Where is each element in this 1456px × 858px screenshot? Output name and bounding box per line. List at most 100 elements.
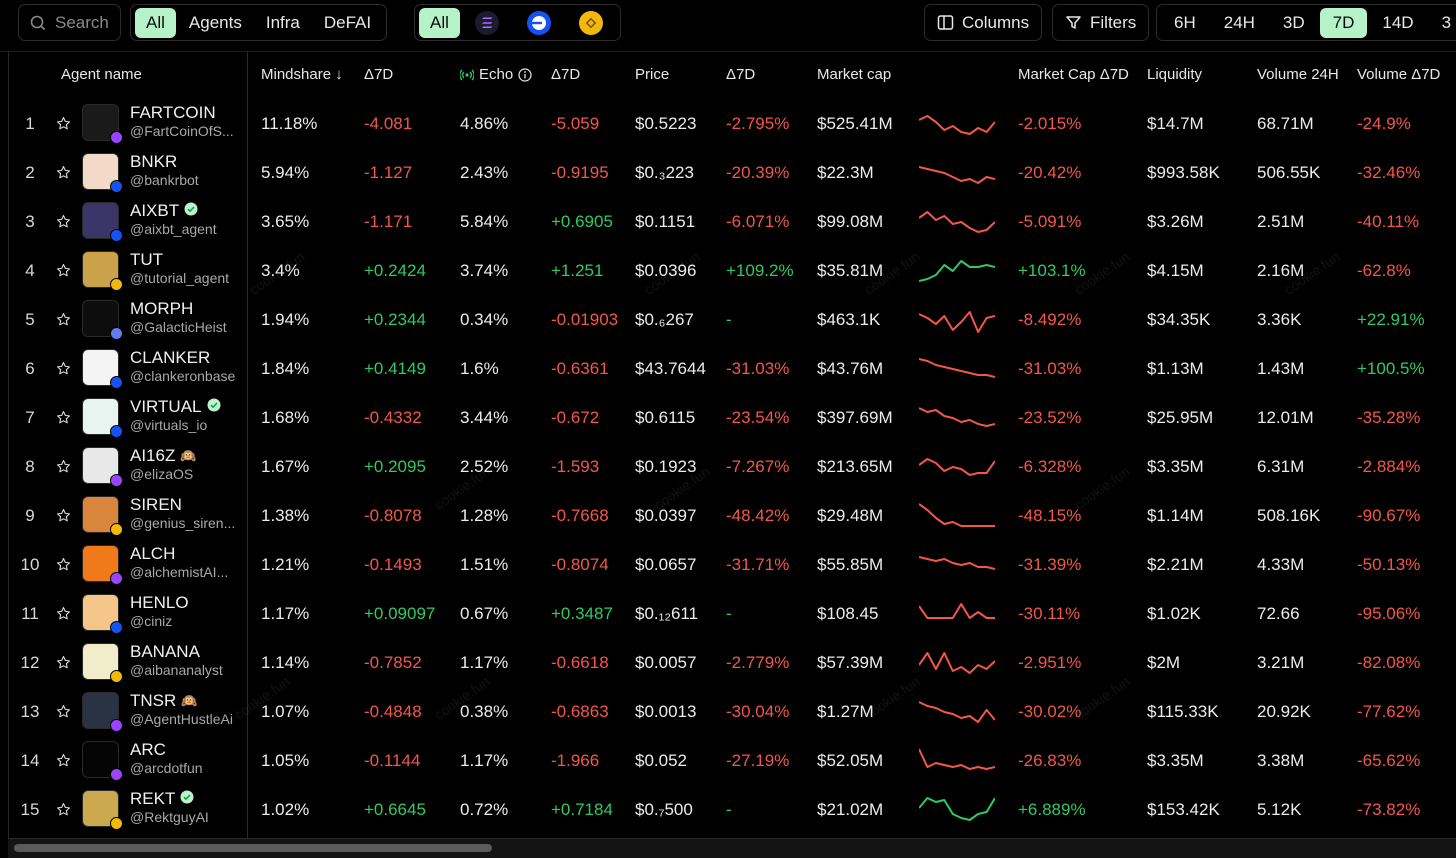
table-row[interactable]: 7 VIRTUAL @virtuals_io 1.68% -0.4332 3.44% -0.… bbox=[0, 393, 1456, 442]
table-row[interactable]: 6 CLANKER @clankeronbase 1.84% +0.4149 1.6% -0… bbox=[0, 344, 1456, 393]
agent-name-cell[interactable]: TNSR 🙉 @AgentHustleAi bbox=[130, 691, 245, 728]
category-agents[interactable]: Agents bbox=[188, 12, 242, 32]
bnb-icon[interactable] bbox=[578, 10, 604, 36]
timeframe-3d[interactable]: 3D bbox=[1282, 12, 1305, 32]
solana-icon[interactable] bbox=[474, 10, 500, 36]
header-echo[interactable]: Echo bbox=[460, 66, 532, 83]
agent-handle: @ciniz bbox=[130, 613, 173, 629]
base-icon[interactable] bbox=[526, 10, 552, 36]
agent-name-cell[interactable]: CLANKER @clankeronbase bbox=[130, 348, 245, 385]
favorite-star-icon[interactable] bbox=[54, 638, 72, 687]
filters-label: Filters bbox=[1090, 12, 1137, 32]
table-row[interactable]: 13 TNSR 🙉 @AgentHustleAi 1.07% -0.4848 0.38% -0… bbox=[0, 687, 1456, 736]
timeframe-6h[interactable]: 6H bbox=[1174, 12, 1196, 32]
favorite-star-icon[interactable] bbox=[54, 589, 72, 638]
agent-name: FARTCOIN bbox=[130, 103, 245, 123]
agent-name-cell[interactable]: AI16Z 🙉 @elizaOS bbox=[130, 446, 245, 483]
agent-avatar bbox=[82, 594, 123, 634]
columns-button[interactable]: Columns bbox=[924, 4, 1043, 41]
favorite-star-icon[interactable] bbox=[54, 148, 72, 197]
market-cap-value: $52.05M bbox=[817, 750, 884, 770]
header-mindshare[interactable]: Mindshare ↓ bbox=[261, 66, 343, 83]
table-row[interactable]: 5 MORPH @GalacticHeist 1.94% +0.2344 0.34% -0.… bbox=[0, 295, 1456, 344]
table-row[interactable]: 14 ARC @arcdotfun 1.05% -0.1144 1.17% -1.966 $0… bbox=[0, 736, 1456, 785]
header-price-delta[interactable]: Δ7D bbox=[726, 66, 756, 83]
table-row[interactable]: 8 AI16Z 🙉 @elizaOS 1.67% +0.2095 2.52% -1.593 $0… bbox=[0, 442, 1456, 491]
agent-name-cell[interactable]: HENLO @ciniz bbox=[130, 593, 245, 630]
header-market-cap-delta[interactable]: Market Cap Δ7D bbox=[1018, 66, 1129, 83]
favorite-star-icon[interactable] bbox=[54, 736, 72, 785]
favorite-star-icon[interactable] bbox=[54, 393, 72, 442]
agent-name-cell[interactable]: BNKR @bankrbot bbox=[130, 152, 245, 189]
market-cap-value: $1.27M bbox=[817, 701, 874, 721]
favorite-star-icon[interactable] bbox=[54, 540, 72, 589]
table-row[interactable]: 9 SIREN @genius_siren... 1.38% -0.8078 1.28% -… bbox=[0, 491, 1456, 540]
header-agent-name[interactable]: Agent name bbox=[61, 66, 142, 83]
table-row[interactable]: 12 BANANA @aibananalyst 1.14% -0.7852 1.17% -0… bbox=[0, 638, 1456, 687]
favorite-star-icon[interactable] bbox=[54, 344, 72, 393]
agent-name-cell[interactable]: MORPH @GalacticHeist bbox=[130, 299, 245, 336]
favorite-star-icon[interactable] bbox=[54, 785, 72, 834]
table-row[interactable]: 10 ALCH @alchemistAI... 1.21% -0.1493 1.51% -0… bbox=[0, 540, 1456, 589]
search-placeholder: Search bbox=[55, 12, 109, 32]
agent-name-cell[interactable]: FARTCOIN @FartCoinOfS... bbox=[130, 103, 245, 140]
chain-all[interactable]: All bbox=[419, 7, 460, 38]
mindshare-value: 1.14% bbox=[261, 652, 310, 672]
favorite-star-icon[interactable] bbox=[54, 295, 72, 344]
favorite-star-icon[interactable] bbox=[54, 197, 72, 246]
market-cap-value: $525.41M bbox=[817, 113, 893, 133]
volume-delta: -24.9% bbox=[1357, 113, 1411, 133]
agent-name-text: TUT bbox=[130, 250, 164, 269]
search-input[interactable]: Search bbox=[18, 4, 121, 41]
agent-name-cell[interactable]: BANANA @aibananalyst bbox=[130, 642, 245, 679]
horizontal-scrollbar[interactable] bbox=[8, 838, 1456, 858]
scrollbar-thumb[interactable] bbox=[14, 844, 492, 852]
header-mindshare-delta[interactable]: Δ7D bbox=[364, 66, 394, 83]
echo-delta: -0.6618 bbox=[551, 652, 609, 672]
table-row[interactable]: 4 TUT @tutorial_agent 3.4% +0.2424 3.74% +1.25… bbox=[0, 246, 1456, 295]
favorite-star-icon[interactable] bbox=[54, 99, 72, 148]
volume-delta: -82.08% bbox=[1357, 652, 1421, 672]
header-price[interactable]: Price bbox=[635, 66, 670, 83]
agent-name: CLANKER bbox=[130, 348, 245, 368]
price-delta: -23.54% bbox=[726, 407, 790, 427]
table-row[interactable]: 2 BNKR @bankrbot 5.94% -1.127 2.43% -0.9195 $0.… bbox=[0, 148, 1456, 197]
favorite-star-icon[interactable] bbox=[54, 491, 72, 540]
header-liquidity[interactable]: Liquidity bbox=[1147, 66, 1203, 83]
table-row[interactable]: 3 AIXBT @aixbt_agent 3.65% -1.171 5.84% +0.690… bbox=[0, 197, 1456, 246]
agent-name-cell[interactable]: VIRTUAL @virtuals_io bbox=[130, 397, 245, 434]
agent-name-cell[interactable]: AIXBT @aixbt_agent bbox=[130, 201, 245, 238]
favorite-star-icon[interactable] bbox=[54, 246, 72, 295]
agent-name-cell[interactable]: REKT @RektguyAI bbox=[130, 789, 245, 826]
agent-name-cell[interactable]: ALCH @alchemistAI... bbox=[130, 544, 245, 581]
filters-button[interactable]: Filters bbox=[1052, 4, 1150, 41]
table-row[interactable]: 11 HENLO @ciniz 1.17% +0.09097 0.67% +0.3487 $0… bbox=[0, 589, 1456, 638]
volume-24h-value: 6.31M bbox=[1257, 456, 1305, 476]
agent-name-cell[interactable]: ARC @arcdotfun bbox=[130, 740, 245, 777]
echo-value: 3.44% bbox=[460, 407, 509, 427]
timeframe-30d[interactable]: 3 bbox=[1441, 12, 1452, 32]
volume-delta: -77.62% bbox=[1357, 701, 1421, 721]
header-volume-delta[interactable]: Volume Δ7D bbox=[1357, 66, 1441, 83]
header-market-cap[interactable]: Market cap bbox=[817, 66, 892, 83]
category-infra[interactable]: Infra bbox=[265, 12, 300, 32]
favorite-star-icon[interactable] bbox=[54, 687, 72, 736]
market-cap-value: $43.76M bbox=[817, 358, 884, 378]
category-all[interactable]: All bbox=[135, 7, 176, 38]
timeframe-14d[interactable]: 14D bbox=[1382, 12, 1414, 32]
favorite-star-icon[interactable] bbox=[54, 442, 72, 491]
info-icon[interactable] bbox=[518, 67, 532, 82]
table-row[interactable]: 15 REKT @RektguyAI 1.02% +0.6645 0.72% +0.7184… bbox=[0, 785, 1456, 834]
category-defai[interactable]: DeFAI bbox=[323, 12, 372, 32]
agent-name-cell[interactable]: SIREN @genius_siren... bbox=[130, 495, 245, 532]
base-icon bbox=[110, 229, 123, 242]
agent-name-cell[interactable]: TUT @tutorial_agent bbox=[130, 250, 245, 287]
header-volume-24h[interactable]: Volume 24H bbox=[1257, 66, 1339, 83]
agent-name: AI16Z 🙉 bbox=[130, 446, 245, 466]
mindshare-value: 5.94% bbox=[261, 162, 310, 182]
header-echo-delta[interactable]: Δ7D bbox=[551, 66, 581, 83]
timeframe-24h[interactable]: 24H bbox=[1223, 12, 1255, 32]
market-cap-sparkline bbox=[919, 166, 995, 184]
timeframe-7d[interactable]: 7D bbox=[1319, 7, 1368, 38]
table-row[interactable]: 1 FARTCOIN @FartCoinOfS... 11.18% -4.081 4.86… bbox=[0, 99, 1456, 148]
